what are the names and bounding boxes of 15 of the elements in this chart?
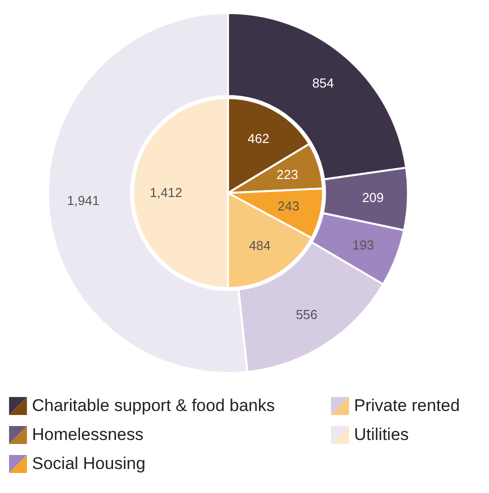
legend-label: Homelessness xyxy=(32,425,144,444)
legend-label: Charitable support & food banks xyxy=(32,396,275,415)
data-label: 854 xyxy=(312,76,334,90)
data-label: 462 xyxy=(248,131,270,146)
data-label: 1,412 xyxy=(150,185,182,200)
data-label: 193 xyxy=(352,237,374,252)
data-label: 223 xyxy=(276,166,298,182)
data-label: 209 xyxy=(362,190,384,205)
legend-label: Utilities xyxy=(354,425,409,444)
data-label: 243 xyxy=(278,198,300,214)
legend-label: Private rented xyxy=(354,396,460,415)
data-label: 556 xyxy=(296,306,318,322)
data-label: 1,941 xyxy=(66,192,100,208)
legend-label: Social Housing xyxy=(32,454,146,473)
data-label: 484 xyxy=(248,238,271,254)
